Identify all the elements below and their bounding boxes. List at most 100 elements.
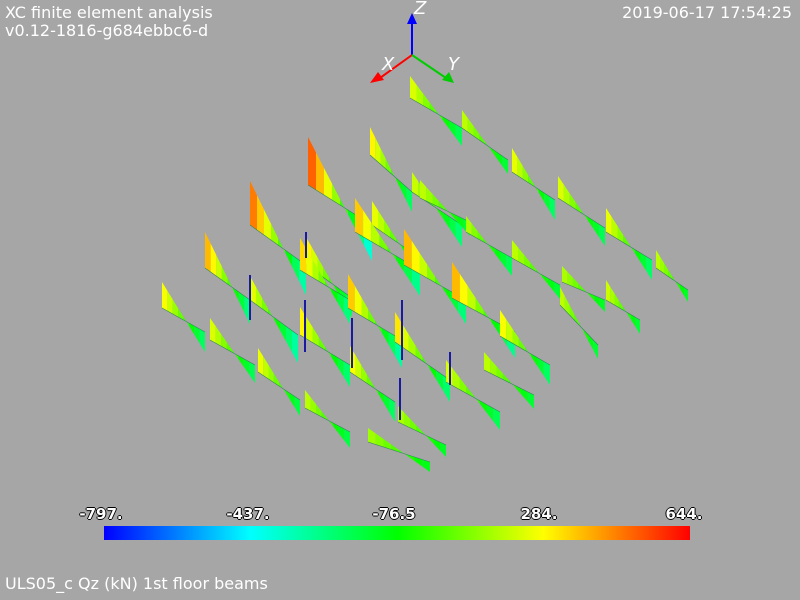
shear-diagram-strip: [355, 355, 362, 380]
shear-diagram-strip: [294, 396, 300, 416]
shear-diagram-strip: [599, 224, 605, 246]
shear-diagram-strip: [429, 102, 436, 113]
y-axis-label: Y: [448, 54, 461, 75]
shear-diagram-strip: [399, 450, 407, 456]
shear-diagram-strip: [420, 180, 427, 201]
shear-diagram-strip: [331, 288, 338, 303]
shear-diagram-strip: [502, 373, 509, 383]
shear-diagram-strip: [238, 355, 244, 367]
shear-diagram-strip: [524, 254, 530, 269]
shear-diagram-strip: [238, 292, 245, 313]
shear-diagram-strip: [292, 330, 298, 363]
shear-diagram-strip: [292, 255, 299, 281]
shear-diagram-strip: [243, 358, 250, 375]
beam-axis-line: [561, 281, 606, 301]
program-title: XC finite element analysis: [5, 3, 213, 22]
shear-diagram-strip: [459, 274, 468, 307]
shear-diagram-strip: [574, 314, 579, 325]
shear-diagram-strip: [518, 247, 524, 265]
shear-diagram-strip: [312, 327, 319, 347]
beam-axis-line: [304, 407, 351, 433]
shear-diagram-strip: [414, 457, 423, 467]
shear-diagram-strip: [676, 281, 680, 289]
shear-diagram-strip: [343, 361, 350, 387]
y-axis-arrow-icon: [442, 72, 454, 83]
shear-diagram-strip: [310, 397, 317, 414]
shear-diagram-strip: [558, 176, 564, 202]
shear-diagram-strip: [388, 332, 396, 357]
beam-axis-line: [411, 191, 463, 226]
shear-diagram-strip: [680, 284, 684, 296]
shear-diagram-strip: [436, 370, 444, 391]
shear-diagram-strip: [323, 267, 329, 282]
shear-diagram-strip: [389, 398, 395, 422]
beam-axis-line: [511, 257, 561, 286]
shear-diagram-strip: [383, 394, 390, 413]
shear-diagram-strip: [419, 252, 428, 279]
shear-diagram-strip: [512, 148, 518, 176]
shear-diagram-strip: [429, 365, 437, 380]
shear-diagram-strip: [583, 330, 589, 341]
shear-diagram-strip: [471, 223, 478, 239]
shear-diagram-strip: [473, 126, 480, 140]
shear-diagram-strip: [383, 439, 392, 450]
shear-diagram-strip: [221, 266, 228, 284]
shear-diagram-strip: [506, 319, 513, 344]
shear-diagram-strip: [338, 426, 345, 441]
shear-diagram-strip: [375, 321, 382, 333]
shear-diagram-strip: [395, 255, 404, 272]
colorbar-tick-1: -797.: [79, 505, 123, 523]
shear-diagram-strip: [361, 365, 367, 384]
shear-diagram-strip: [560, 287, 565, 310]
shear-diagram-strip: [542, 274, 548, 285]
colorbar-tick-3: -76.5: [372, 505, 416, 523]
shear-diagram-strip: [491, 319, 500, 334]
beam-axis-line: [559, 304, 599, 346]
shear-diagram-strip: [440, 442, 446, 457]
beam-axis-line: [445, 381, 501, 413]
shear-diagram-strip: [258, 348, 264, 376]
shear-diagram-strip: [337, 292, 344, 314]
shear-diagram-strip: [178, 308, 184, 320]
shear-diagram-strip: [380, 148, 386, 169]
shear-diagram-strip: [280, 321, 286, 342]
shear-diagram-strip: [594, 295, 600, 307]
colorbar-tick-4: 284.: [520, 505, 558, 523]
shear-diagram-strip: [305, 390, 311, 411]
shear-diagram-strip: [278, 238, 285, 253]
shear-diagram-strip: [188, 323, 195, 335]
beam-axis-line: [347, 307, 403, 341]
shear-diagram-strip: [569, 193, 576, 210]
shear-diagram-strip: [544, 193, 550, 211]
shear-diagram-strip: [459, 377, 467, 394]
x-axis-arrow-icon: [370, 72, 384, 83]
shear-diagram-strip: [289, 393, 295, 408]
shear-diagram-strip: [631, 315, 636, 328]
shear-diagram-strip: [361, 297, 369, 320]
shear-diagram-strip: [593, 220, 600, 238]
shear-diagram-strip: [484, 352, 491, 374]
shear-diagram-strip: [348, 210, 356, 230]
shear-diagram-strip: [466, 386, 473, 397]
shear-diagram-strip: [646, 256, 652, 280]
shear-diagram-strip: [554, 281, 560, 299]
shear-diagram-strip: [543, 361, 550, 385]
shear-diagram-strip: [452, 368, 460, 390]
shear-diagram-strip: [355, 198, 364, 237]
shear-diagram-strip: [606, 208, 612, 236]
shear-diagram-strip: [664, 263, 668, 277]
shear-diagram-strip: [416, 84, 423, 106]
shear-diagram-strip: [329, 277, 335, 288]
shear-diagram-strip: [370, 127, 376, 160]
beam-axis-line: [483, 369, 535, 396]
shear-diagram-strip: [455, 220, 462, 247]
beam-axis-line: [605, 299, 641, 321]
shear-diagram-strip: [210, 243, 217, 276]
shear-diagram-strip: [194, 326, 200, 344]
shear-diagram-strip: [167, 290, 173, 314]
shear-diagram-strip: [271, 223, 278, 245]
beam-axis-line: [204, 267, 251, 301]
fem-viewport[interactable]: Z X Y: [0, 0, 800, 500]
beam-axis-line: [499, 335, 551, 366]
shear-diagram-strip: [490, 148, 497, 158]
